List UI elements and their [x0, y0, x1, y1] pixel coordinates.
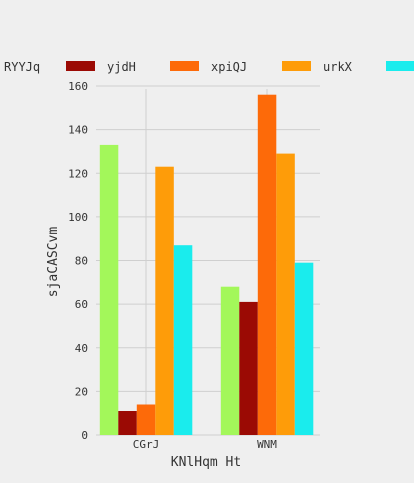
- bar-series-2-WNM: [257, 94, 277, 435]
- legend-swatch: [386, 61, 414, 71]
- y-tick-label: 40: [75, 342, 88, 355]
- legend-swatch: [66, 61, 95, 71]
- bar-series-1-CGrJ: [118, 411, 137, 435]
- y-tick-label: 100: [68, 211, 88, 224]
- x-axis-ticks: CGrJ WNM: [133, 438, 278, 451]
- x-tick-label: CGrJ: [133, 438, 160, 451]
- legend-label: xpiQJ: [211, 60, 247, 74]
- bar-series-1-WNM: [239, 301, 258, 435]
- y-tick-label: 140: [68, 124, 88, 137]
- y-tick-label: 0: [81, 429, 88, 442]
- bar-series-4-WNM: [294, 262, 314, 435]
- bar-series-3-CGrJ: [155, 166, 174, 435]
- legend-swatch: [282, 61, 311, 71]
- legend-label: yjdH: [107, 60, 136, 74]
- y-axis-ticks: 0 20 40 60 80 100 120 140 160: [68, 80, 88, 442]
- bar-series-0-WNM: [220, 286, 240, 435]
- x-axis-title: KNlHqm Ht: [171, 455, 241, 470]
- bars: [99, 94, 314, 435]
- legend-label: urkX: [323, 60, 353, 74]
- y-tick-label: 20: [75, 385, 88, 398]
- x-tick-label: WNM: [257, 438, 277, 451]
- legend: RYYJq yjdH xpiQJ urkX: [4, 60, 414, 74]
- bar-series-4-CGrJ: [173, 245, 193, 435]
- y-axis-title: sjaCASCvm: [46, 227, 61, 298]
- legend-label: RYYJq: [4, 60, 40, 74]
- y-tick-label: 60: [75, 298, 88, 311]
- bar-series-2-CGrJ: [136, 404, 156, 435]
- y-tick-label: 80: [75, 255, 88, 268]
- y-tick-label: 160: [68, 80, 88, 93]
- bar-series-3-WNM: [276, 153, 295, 435]
- y-tick-label: 120: [68, 167, 88, 180]
- legend-swatch: [170, 61, 199, 71]
- bar-series-0-CGrJ: [99, 144, 119, 435]
